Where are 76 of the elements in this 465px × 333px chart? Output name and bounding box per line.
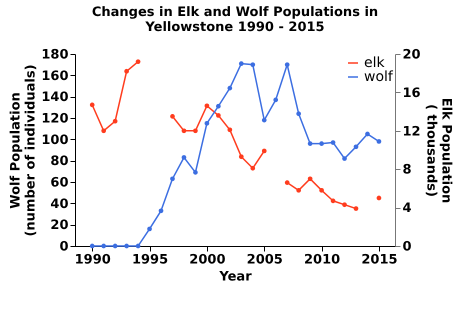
x-tick-label: 2010 <box>304 252 340 268</box>
point <box>182 155 186 160</box>
point <box>227 128 232 132</box>
point <box>101 244 106 248</box>
point <box>112 118 118 124</box>
point <box>296 188 301 193</box>
x-tick-label: 2000 <box>189 252 226 268</box>
point <box>319 188 324 193</box>
point <box>193 170 198 175</box>
point <box>216 113 221 118</box>
point <box>124 244 129 248</box>
point <box>204 120 210 126</box>
point <box>238 61 244 66</box>
point <box>354 206 358 211</box>
point <box>273 98 278 102</box>
point <box>376 139 382 144</box>
point <box>308 176 312 182</box>
point <box>170 176 175 182</box>
point <box>147 226 152 232</box>
point <box>238 154 244 160</box>
point <box>308 141 312 146</box>
point <box>376 196 382 200</box>
point <box>330 140 336 145</box>
point <box>204 104 210 108</box>
y-tick-label: 0 <box>59 240 68 254</box>
point <box>227 86 232 90</box>
y-tick-label: 60 <box>50 176 68 190</box>
y2-tick-label: 16 <box>402 86 421 101</box>
point <box>90 102 95 108</box>
legend-label: wolf <box>364 69 394 85</box>
y2-tick-label: 12 <box>402 124 421 140</box>
point <box>182 128 186 134</box>
point <box>262 148 267 154</box>
point <box>90 244 95 248</box>
legend-label: elk <box>364 55 386 71</box>
y-tick-label: 140 <box>41 90 68 106</box>
point <box>342 156 347 161</box>
y-tick-label: 160 <box>41 68 68 84</box>
y2-tick-label: 8 <box>402 162 412 178</box>
point <box>284 180 290 185</box>
point <box>158 208 164 214</box>
y-tick-label: 40 <box>50 196 68 212</box>
y-axis-title: Wolf Population (number of individuals) <box>8 64 38 237</box>
point <box>112 244 118 248</box>
y-tick-label: 120 <box>41 112 68 126</box>
point <box>170 114 175 119</box>
point <box>365 132 370 136</box>
y2-tick-label: 20 <box>402 48 421 62</box>
point <box>319 141 324 146</box>
y2-axis-title: Elk Population ( thousands) <box>424 98 454 204</box>
point <box>250 166 256 171</box>
point <box>136 59 140 64</box>
point <box>284 62 290 68</box>
point <box>193 128 198 134</box>
y-tick-label: 20 <box>50 218 68 234</box>
x-tick-label: 1990 <box>74 252 111 268</box>
y-tick-label: 80 <box>50 154 68 170</box>
point <box>296 111 301 116</box>
x-tick-label: 2005 <box>246 252 283 268</box>
point <box>342 202 347 208</box>
point <box>101 128 106 134</box>
y-tick-label: 100 <box>41 132 68 148</box>
chart-title: Changes in Elk and Wolf Populations in Yellowstone 1990 - 2015 <box>92 5 378 35</box>
x-axis-title: Year <box>218 270 252 284</box>
y-tick-label: 180 <box>41 48 68 62</box>
y2-tick-label: 4 <box>402 201 412 216</box>
x-tick-label: 1995 <box>132 252 168 268</box>
point <box>330 198 336 204</box>
y2-tick-label: 0 <box>402 240 412 254</box>
point <box>250 62 256 68</box>
x-tick-label: 2015 <box>361 252 398 268</box>
point <box>262 118 267 122</box>
point <box>354 144 358 150</box>
point <box>136 244 140 248</box>
point <box>216 104 221 109</box>
point <box>124 68 129 74</box>
